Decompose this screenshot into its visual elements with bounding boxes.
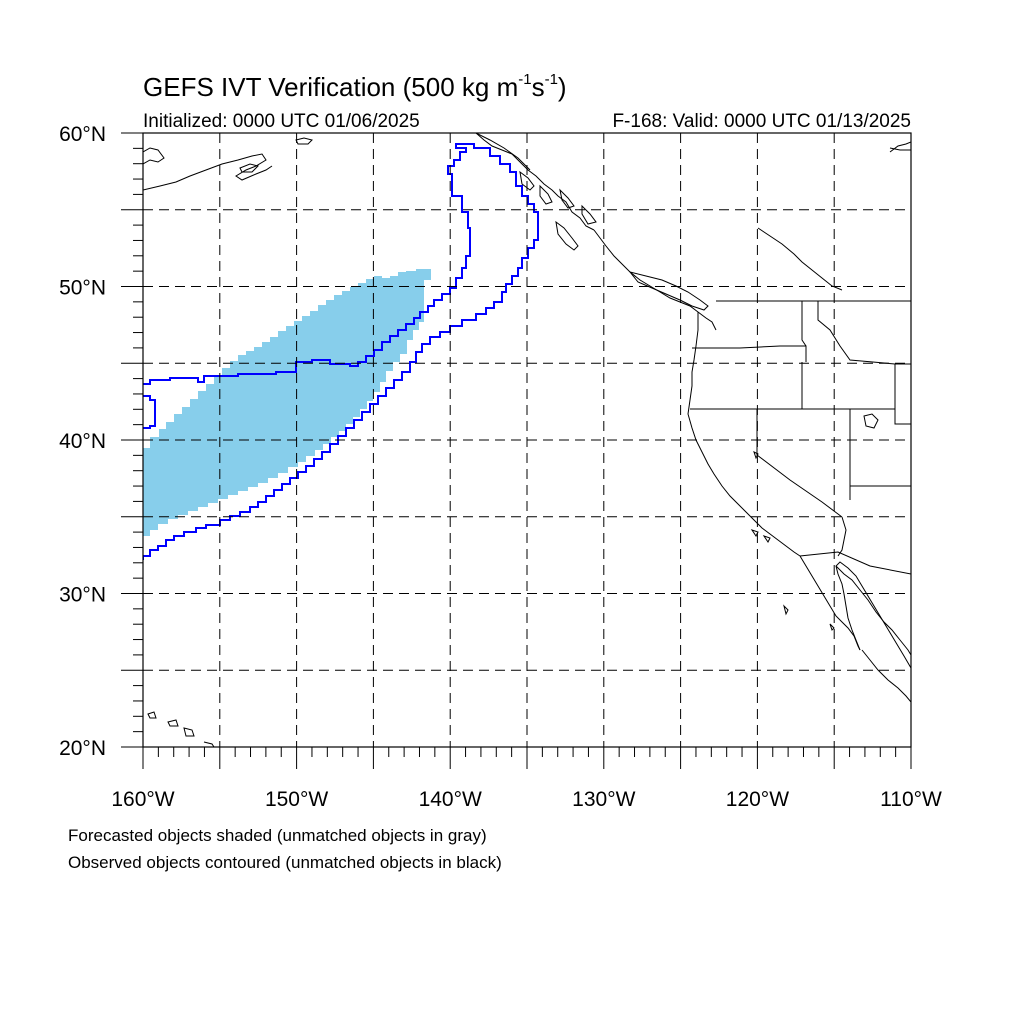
lat-tick-label: 60°N: [59, 123, 106, 146]
lat-tick-label: 30°N: [59, 584, 106, 607]
initialized-label: Initialized: 0000 UTC 01/06/2025: [143, 111, 420, 132]
lon-tick-label: 150°W: [265, 788, 328, 811]
lon-tick-label: 120°W: [726, 788, 789, 811]
lat-tick-label: 50°N: [59, 277, 106, 300]
axis-labels: 60°N 50°N 40°N 30°N 20°N 160°W 150°W 140°W 130°W…: [59, 123, 942, 811]
lat-tick-label: 20°N: [59, 737, 106, 760]
lon-tick-label: 160°W: [111, 788, 174, 811]
political-boundaries: [475, 133, 911, 575]
observed-object-small: [143, 395, 156, 429]
observed-object-main: [143, 143, 539, 560]
lon-tick-label: 110°W: [880, 788, 942, 811]
figure-title: GEFS IVT Verification (500 kg m-1s-1): [143, 71, 567, 102]
legend-forecast-note: Forecasted objects shaded (unmatched obj…: [68, 826, 487, 845]
valid-time-label: F-168: Valid: 0000 UTC 01/13/2025: [612, 111, 911, 132]
lat-tick-label: 40°N: [59, 430, 106, 453]
lon-tick-label: 140°W: [419, 788, 482, 811]
map-grid: [143, 133, 911, 747]
legend-observed-note: Observed objects contoured (unmatched ob…: [68, 853, 502, 872]
coastlines: [143, 133, 911, 747]
lon-tick-label: 130°W: [572, 788, 635, 811]
forecast-object: [143, 269, 431, 536]
map-axes: [121, 132, 912, 769]
